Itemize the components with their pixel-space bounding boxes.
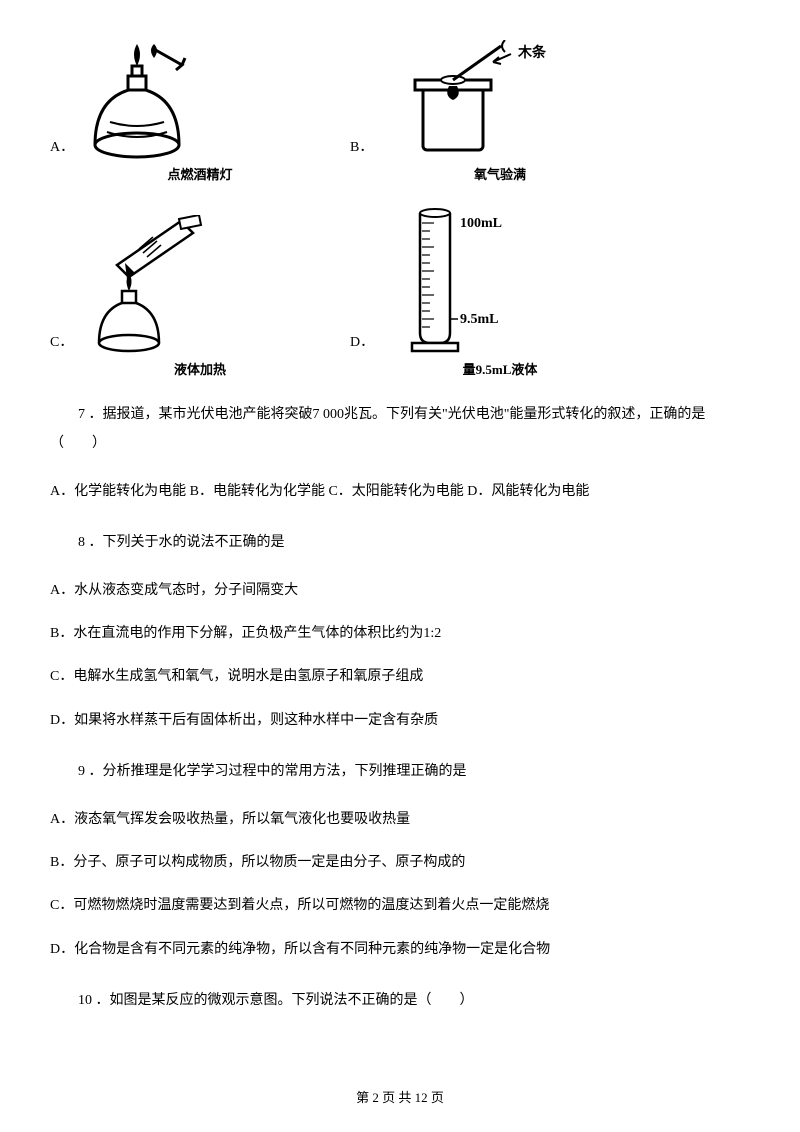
question-9-option-a: A．液态氧气挥发会吸收热量，所以氧气液化也要吸收热量 bbox=[50, 805, 750, 834]
scale-100ml-label: 100mL bbox=[460, 216, 502, 231]
question-9-option-d: D．化合物是含有不同元素的纯净物，所以含有不同种元素的纯净物一定是化合物 bbox=[50, 935, 750, 964]
page-footer: 第 2 页 共 12 页 bbox=[0, 1087, 800, 1106]
caption-d: 量9.5mL液体 bbox=[463, 359, 538, 378]
question-7-options: A．化学能转化为电能 B．电能转化为化学能 C．太阳能转化为电能 D．风能转化为… bbox=[50, 477, 750, 506]
question-10-text: 10 ．如图是某反应的微观示意图。下列说法不正确的是（ ） bbox=[50, 986, 750, 1015]
diagram-cell-d: D． 100mL 9.5mL 量9.5mL液体 bbox=[350, 205, 650, 378]
diagram-row-2: C． 液体加热 D． bbox=[50, 205, 750, 378]
option-d-letter: D． bbox=[350, 331, 374, 355]
liquid-heating-icon bbox=[81, 215, 221, 355]
question-7-text: 7 ．据报道，某市光伏电池产能将突破7 000兆瓦。下列有关"光伏电池"能量形式… bbox=[50, 400, 750, 459]
scale-9-5ml-label: 9.5mL bbox=[460, 312, 499, 327]
question-8-text: 8 ．下列关于水的说法不正确的是 bbox=[50, 528, 750, 557]
caption-b: 氧气验满 bbox=[474, 164, 526, 183]
arrow-label-b: 木条 bbox=[518, 42, 546, 62]
question-8-option-b: B．水在直流电的作用下分解，正负极产生气体的体积比约为1:2 bbox=[50, 619, 750, 648]
question-9-option-c: C．可燃物燃烧时温度需要达到着火点，所以可燃物的温度达到着火点一定能燃烧 bbox=[50, 891, 750, 920]
diagram-cell-a: A． 点燃酒精灯 bbox=[50, 40, 350, 183]
diagram-cell-b: 木条 B． 氧气验满 bbox=[350, 40, 650, 183]
caption-a: 点燃酒精灯 bbox=[167, 164, 232, 183]
caption-c: 液体加热 bbox=[174, 359, 226, 378]
question-9-text: 9 ．分析推理是化学学习过程中的常用方法，下列推理正确的是 bbox=[50, 757, 750, 786]
option-b-letter: B． bbox=[350, 136, 373, 160]
option-c-letter: C． bbox=[50, 331, 73, 355]
question-8-option-c: C．电解水生成氢气和氧气，说明水是由氢原子和氧原子组成 bbox=[50, 662, 750, 691]
diagram-cell-c: C． 液体加热 bbox=[50, 215, 350, 378]
graduated-cylinder-icon: 100mL 9.5mL bbox=[382, 205, 542, 355]
question-8-option-d: D．如果将水样蒸干后有固体析出，则这种水样中一定含有杂质 bbox=[50, 706, 750, 735]
question-9-option-b: B．分子、原子可以构成物质，所以物质一定是由分子、原子构成的 bbox=[50, 848, 750, 877]
diagram-row-1: A． 点燃酒精灯 木条 B． bbox=[50, 40, 750, 183]
option-a-letter: A． bbox=[50, 136, 74, 160]
question-8-option-a: A．水从液态变成气态时，分子间隔变大 bbox=[50, 576, 750, 605]
alcohol-lamp-icon bbox=[82, 40, 212, 160]
